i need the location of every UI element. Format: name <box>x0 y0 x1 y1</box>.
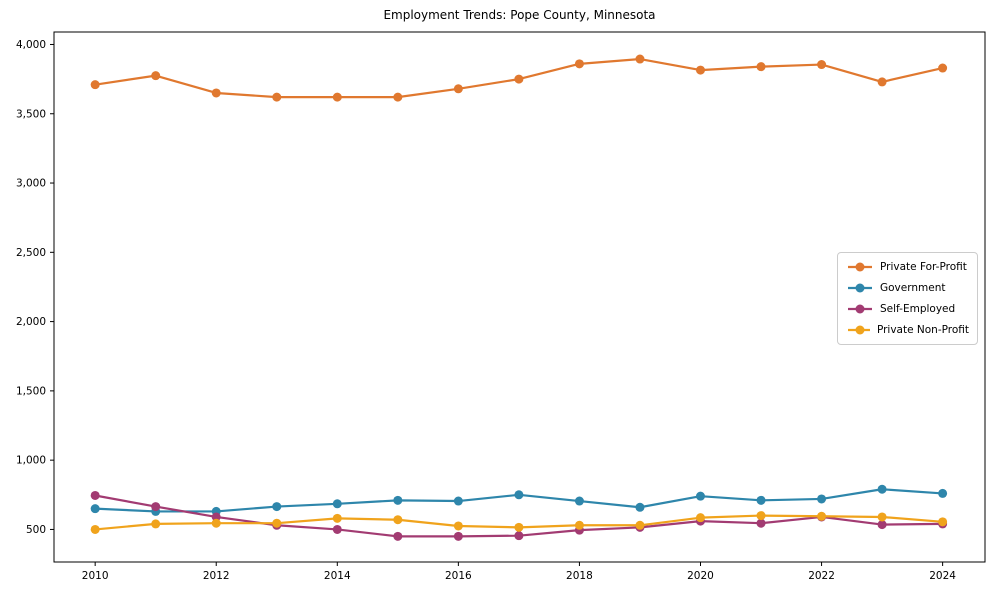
data-point-marker <box>332 524 342 534</box>
data-point-marker <box>635 520 645 530</box>
legend-marker-icon <box>848 304 872 314</box>
plot-border <box>53 31 986 563</box>
data-point-marker <box>272 518 282 528</box>
data-point-marker <box>332 513 342 523</box>
data-point-marker <box>211 518 221 528</box>
data-point-marker <box>574 496 584 506</box>
data-point-marker <box>514 522 524 532</box>
data-point-marker <box>90 504 100 514</box>
y-tick-label: 1,000 <box>16 455 46 467</box>
y-axis: 500 1,000 1,500 2,000 2,500 3,000 3,500 4,000 <box>16 39 54 536</box>
data-point-marker <box>272 92 282 102</box>
data-point-marker <box>817 494 827 504</box>
legend-label: Private Non-Profit <box>876 324 969 336</box>
data-point-marker <box>514 531 524 541</box>
data-point-marker <box>938 517 948 527</box>
data-point-marker <box>635 502 645 512</box>
series-private-for-profit <box>90 54 948 102</box>
legend-label: Private For-Profit <box>880 261 967 273</box>
y-tick-label: 2,000 <box>16 316 46 328</box>
data-point-marker <box>756 518 766 528</box>
data-point-marker <box>393 515 403 525</box>
data-point-marker <box>90 80 100 90</box>
data-point-marker <box>695 513 705 523</box>
data-point-marker <box>393 495 403 505</box>
data-point-marker <box>151 519 161 529</box>
data-point-marker <box>90 490 100 500</box>
y-tick-label: 3,000 <box>16 178 46 190</box>
y-tick-label: 2,500 <box>16 247 46 259</box>
y-tick-label: 1,500 <box>16 385 46 397</box>
data-point-marker <box>393 531 403 541</box>
x-tick-label: 2010 <box>82 570 109 582</box>
data-point-marker <box>695 65 705 75</box>
legend-label: Government <box>880 282 946 294</box>
x-tick-label: 2012 <box>203 570 230 582</box>
data-point-marker <box>938 63 948 73</box>
data-point-marker <box>514 74 524 84</box>
legend-item: Private Non-Profit <box>847 323 969 337</box>
x-tick-label: 2018 <box>566 570 593 582</box>
series-private-non-profit <box>90 511 948 534</box>
legend-marker-icon <box>848 283 872 293</box>
data-point-marker <box>695 491 705 501</box>
data-point-marker <box>756 511 766 521</box>
x-tick-label: 2016 <box>445 570 472 582</box>
data-point-marker <box>453 521 463 531</box>
x-tick-label: 2024 <box>929 570 956 582</box>
x-axis: 2010 2012 2014 2016 2018 2020 2022 2024 <box>82 562 956 582</box>
x-tick-label: 2022 <box>808 570 835 582</box>
data-point-marker <box>151 502 161 512</box>
y-tick-label: 4,000 <box>16 39 46 51</box>
data-point-marker <box>877 484 887 494</box>
data-point-marker <box>635 54 645 64</box>
data-point-marker <box>211 512 221 522</box>
y-tick-label: 3,500 <box>16 108 46 120</box>
data-point-marker <box>756 495 766 505</box>
legend-label: Self-Employed <box>880 303 956 315</box>
data-point-marker <box>514 490 524 500</box>
data-point-marker <box>877 520 887 530</box>
data-point-marker <box>332 92 342 102</box>
data-point-marker <box>453 84 463 94</box>
legend-item: Self-Employed <box>847 302 969 316</box>
legend: Private For-Profit Government Self-Employe… <box>837 252 978 345</box>
data-point-marker <box>756 62 766 72</box>
data-point-marker <box>574 59 584 69</box>
data-point-marker <box>151 71 161 81</box>
chart-title: Employment Trends: Pope County, Minnesot… <box>383 8 656 22</box>
legend-marker-icon <box>848 325 870 335</box>
data-point-marker <box>877 77 887 87</box>
data-point-marker <box>453 531 463 541</box>
data-point-marker <box>817 511 827 521</box>
data-point-marker <box>877 512 887 522</box>
data-point-marker <box>453 496 463 506</box>
data-point-marker <box>817 60 827 70</box>
data-point-marker <box>332 499 342 509</box>
data-point-marker <box>393 92 403 102</box>
x-tick-label: 2014 <box>324 570 351 582</box>
y-tick-label: 500 <box>26 524 46 536</box>
legend-item: Government <box>847 281 969 295</box>
data-point-marker <box>272 502 282 512</box>
x-tick-label: 2020 <box>687 570 714 582</box>
data-point-marker <box>90 524 100 534</box>
legend-marker-icon <box>848 262 872 272</box>
data-point-marker <box>574 520 584 530</box>
data-point-marker <box>211 88 221 98</box>
legend-item: Private For-Profit <box>847 260 969 274</box>
series-government <box>90 484 948 516</box>
data-point-marker <box>938 488 948 498</box>
